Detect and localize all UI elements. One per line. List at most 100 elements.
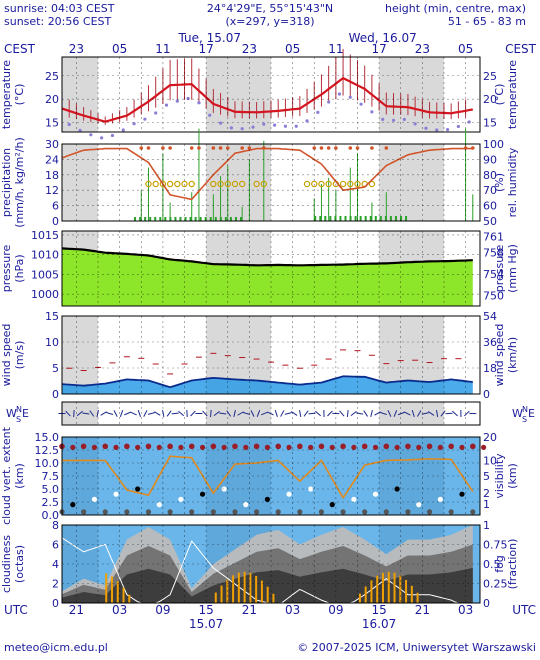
precip-bar xyxy=(234,217,237,221)
wind-direction-arrow xyxy=(162,409,165,418)
wind-direction-arrow xyxy=(350,410,357,417)
cloudiness-left-tick: 2 xyxy=(52,578,59,591)
snow-marker xyxy=(231,180,239,188)
cloud-top-dot xyxy=(286,444,292,450)
bottom-hour-label: 15 xyxy=(198,603,213,617)
wind-direction-arrow xyxy=(166,410,172,417)
wind-direction-arrow xyxy=(445,412,453,415)
wind-left-unit: (m/s) xyxy=(13,341,26,370)
cloud-top-dot xyxy=(318,443,325,450)
snow-marker xyxy=(339,180,347,188)
dewpoint-dot xyxy=(164,103,169,107)
wind-direction-arrow xyxy=(226,410,232,417)
wind-direction-arrow xyxy=(119,410,124,417)
precip-bar xyxy=(154,217,157,221)
cloud-top-dot xyxy=(459,444,465,450)
cloud-mid-dot xyxy=(91,496,98,502)
cloud_extent-right-tick: 20 xyxy=(483,431,497,444)
wind-direction-arrow xyxy=(393,410,398,417)
cloud-mid-dot xyxy=(221,486,227,492)
precip-bar xyxy=(229,217,232,221)
direction-panel xyxy=(58,401,481,426)
precip-bar xyxy=(314,216,317,221)
wind-direction-arrow xyxy=(411,410,415,417)
snow-marker xyxy=(181,180,188,188)
cloud-mid-dot xyxy=(481,486,487,492)
wind-direction-arrow xyxy=(299,409,302,418)
wind-direction-arrow xyxy=(421,412,429,415)
cloud_extent-left-unit: (km) xyxy=(13,463,26,489)
temperature-left-unit: (°C) xyxy=(13,84,26,106)
cloud_extent-right-tick: 1 xyxy=(483,498,490,511)
temperature-right-unit: (°C) xyxy=(493,84,506,106)
dewpoint-dot xyxy=(435,128,439,132)
pressure-right-tick: 758 xyxy=(483,246,504,259)
precip-bar xyxy=(199,217,202,221)
snow-marker xyxy=(318,180,325,188)
precip-max-dot xyxy=(146,146,151,150)
tz-left-top: CEST xyxy=(4,42,36,56)
dewpoint-dot xyxy=(327,100,331,104)
precip-max-dot xyxy=(326,146,331,150)
precip-bar xyxy=(364,216,367,221)
wind-left-tick: 15 xyxy=(45,310,59,323)
wind-right-tick: 0 xyxy=(483,388,490,401)
precip-max-dot xyxy=(139,146,144,150)
dir-s-right: S xyxy=(522,415,527,424)
fog-bar xyxy=(105,573,108,603)
pressure-left-label: pressure xyxy=(0,245,13,293)
wind-direction-arrow xyxy=(380,411,387,416)
precipitation-right-label: rel. humidity xyxy=(506,147,519,217)
precipitation-left-tick: 6 xyxy=(52,200,59,213)
dir-n-left: N xyxy=(16,405,22,414)
cloud-mid-dot xyxy=(243,502,249,508)
temperature-right-label: temperature xyxy=(506,60,519,129)
dewpoint-dot xyxy=(197,101,201,105)
precip-bar xyxy=(400,216,403,221)
cloud-top-dot xyxy=(91,444,98,450)
fog-bar xyxy=(381,572,384,603)
cloud-base-dot xyxy=(102,509,108,515)
temperature-right-tick: 20 xyxy=(483,93,497,106)
day1-label: Tue, 15.07 xyxy=(177,31,240,45)
precip-max-dot xyxy=(384,146,389,150)
dir-w-right: W xyxy=(512,407,523,420)
pressure-right-label: (mm Hg) xyxy=(506,244,519,293)
cloud_extent-right-label: (km) xyxy=(506,463,519,489)
cloud-mid-dot xyxy=(178,496,184,502)
cloud-top-dot xyxy=(232,443,238,450)
cloud-top-dot xyxy=(178,444,184,450)
fog-bar xyxy=(393,572,396,603)
wind-panel xyxy=(61,315,481,395)
wind-direction-arrow xyxy=(171,412,179,415)
wind-direction-arrow xyxy=(190,410,196,417)
wind-direction-arrow xyxy=(96,409,99,418)
day2-label: Wed, 16.07 xyxy=(349,31,417,45)
cloud-top-dot xyxy=(329,444,335,450)
cloud-top-dot xyxy=(199,444,206,450)
cloud-top-dot xyxy=(361,443,368,450)
cloud_extent-left-tick: 5.0 xyxy=(42,483,60,496)
precip-max-dot xyxy=(334,146,338,150)
precip-bar xyxy=(174,217,177,221)
precip-max-dot xyxy=(312,146,317,150)
dewpoint-dot xyxy=(359,102,363,106)
cloud-base-dot xyxy=(189,509,195,515)
precip-max-dot xyxy=(319,146,324,150)
dewpoint-dot xyxy=(218,121,223,125)
footer-copyright: © 2007-2025 ICM, Uniwersytet Warszawski xyxy=(297,641,536,654)
precip-bar xyxy=(369,216,372,221)
precip-bar xyxy=(194,217,197,221)
cloud-top-dot xyxy=(416,444,422,450)
precip-max-dot xyxy=(240,146,244,150)
cloud-top-dot xyxy=(448,443,454,450)
wind-direction-arrow xyxy=(327,410,333,417)
precip-max-dot xyxy=(225,146,230,150)
snow-marker xyxy=(238,180,246,188)
wind-direction-arrow xyxy=(213,410,220,417)
dewpoint-dot xyxy=(240,127,244,131)
cloud-base-dot xyxy=(124,509,130,515)
wind-direction-arrow xyxy=(280,410,285,417)
cloud_extent-left-tick: 12.5 xyxy=(35,444,60,457)
